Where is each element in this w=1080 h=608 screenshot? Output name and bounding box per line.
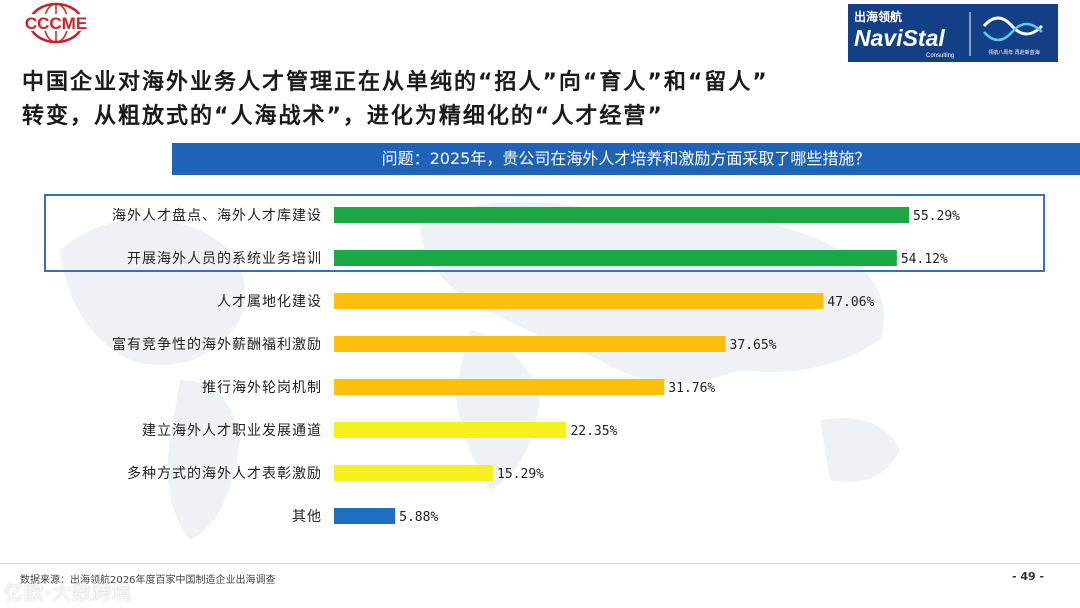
bar [334, 293, 824, 309]
bar [334, 422, 567, 438]
category-label: 富有竞争性的海外薪酬福利激励 [112, 336, 322, 353]
value-label: 37.65% [730, 338, 777, 353]
bar [334, 250, 897, 266]
value-label: 31.76% [668, 381, 715, 396]
bar [334, 207, 910, 223]
cccme-logo: CCCME [14, 2, 98, 44]
bar [334, 379, 665, 395]
bar [334, 336, 726, 352]
cccme-logo-text: CCCME [25, 14, 87, 33]
bar [334, 508, 396, 524]
category-label: 建立海外人才职业发展通道 [142, 423, 322, 439]
page-number: - 49 - [1012, 570, 1045, 583]
svg-text:Consulting: Consulting [926, 53, 954, 59]
watermark: 亿欧·大数跨境 [4, 582, 133, 604]
headline-line-2: 转变，从粗放式的“人海战术”，进化为精细化的“人才经营” [22, 104, 664, 129]
bar [334, 465, 494, 481]
footer-divider [0, 563, 1080, 564]
value-label: 55.29% [913, 209, 960, 224]
value-label: 5.88% [399, 510, 438, 525]
category-label: 人才属地化建设 [217, 294, 322, 310]
value-label: 54.12% [901, 252, 948, 267]
category-label: 多种方式的海外人才表彰激励 [127, 465, 322, 482]
highlight-box [44, 194, 1045, 272]
svg-text:领航八周年 再赴新蓝海: 领航八周年 再赴新蓝海 [988, 49, 1040, 56]
category-label: 开展海外人员的系统业务培训 [127, 251, 322, 267]
question-banner: 问题：2025年，贵公司在海外人才培养和激励方面采取了哪些措施？ [172, 143, 1080, 175]
category-label: 推行海外轮岗机制 [202, 380, 322, 396]
value-label: 47.06% [827, 295, 874, 310]
headline-line-1: 中国企业对海外业务人才管理正在从单纯的“招人”向“育人”和“留人” [22, 70, 769, 95]
page-headline: 中国企业对海外业务人才管理正在从单纯的“招人”向“育人”和“留人” 转变，从粗放… [22, 66, 1072, 134]
bar-chart: 海外人才盘点、海外人才库建设 55.29% 开展海外人员的系统业务培训 54.12% 人… [112, 207, 960, 525]
svg-text:NaviStal: NaviStal [854, 25, 945, 51]
data-source: 数据来源：出海领航2026年度百家中国制造企业出海调查 [20, 575, 276, 586]
svg-text:出海领航: 出海领航 [854, 9, 902, 24]
category-label: 海外人才盘点、海外人才库建设 [112, 207, 322, 224]
category-label: 其他 [292, 509, 322, 525]
value-label: 22.35% [570, 424, 617, 439]
value-label: 15.29% [497, 467, 544, 482]
navistal-logo: 出海领航 NaviStal Consulting 领航八周年 再赴新蓝海 [848, 4, 1058, 62]
